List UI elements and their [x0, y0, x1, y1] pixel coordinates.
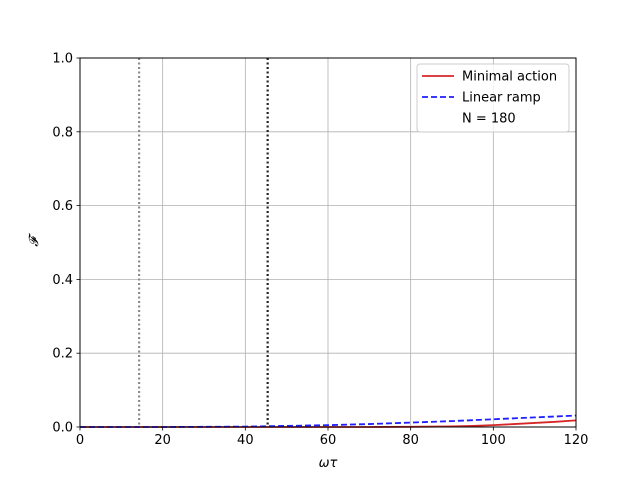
x-tick-label: 20	[154, 433, 171, 448]
y-tick-label: 1.0	[52, 52, 73, 67]
x-tick-label: 120	[564, 433, 589, 448]
y-tick-label: 0.6	[52, 199, 73, 214]
y-tick-label: 0.0	[52, 421, 73, 436]
x-tick-label: 0	[76, 433, 84, 448]
legend-label-minimal-action: Minimal action	[462, 70, 557, 85]
x-axis-label: ωτ	[319, 456, 338, 471]
x-axis-ticks: 0 20 40 60 80 100 120	[76, 427, 589, 448]
y-tick-label: 0.4	[52, 273, 73, 288]
legend-label-linear-ramp: Linear ramp	[462, 91, 541, 106]
y-tick-label: 0.8	[52, 125, 73, 140]
legend-label-n: N = 180	[462, 112, 516, 127]
y-tick-label: 0.2	[52, 347, 73, 362]
x-tick-label: 40	[237, 433, 254, 448]
x-tick-label: 100	[481, 433, 506, 448]
x-tick-label: 60	[320, 433, 337, 448]
x-tick-label: 80	[402, 433, 419, 448]
reference-lines	[138, 58, 269, 427]
y-axis-ticks: 0.0 0.2 0.4 0.6 0.8 1.0	[52, 52, 80, 436]
legend-box	[416, 63, 570, 133]
legend: Minimal action Linear ramp N = 180	[416, 63, 570, 133]
